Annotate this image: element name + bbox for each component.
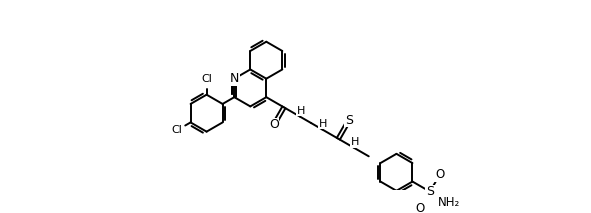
Text: H: H: [351, 137, 359, 147]
Text: NH₂: NH₂: [438, 196, 460, 209]
Text: O: O: [435, 168, 444, 181]
Text: S: S: [345, 114, 353, 127]
Text: O: O: [415, 202, 425, 213]
Text: N: N: [230, 72, 239, 85]
Text: O: O: [269, 118, 279, 131]
Text: Cl: Cl: [172, 125, 183, 135]
Text: S: S: [426, 185, 434, 198]
Text: H: H: [319, 119, 327, 129]
Text: Cl: Cl: [201, 74, 212, 84]
Text: H: H: [297, 106, 305, 116]
